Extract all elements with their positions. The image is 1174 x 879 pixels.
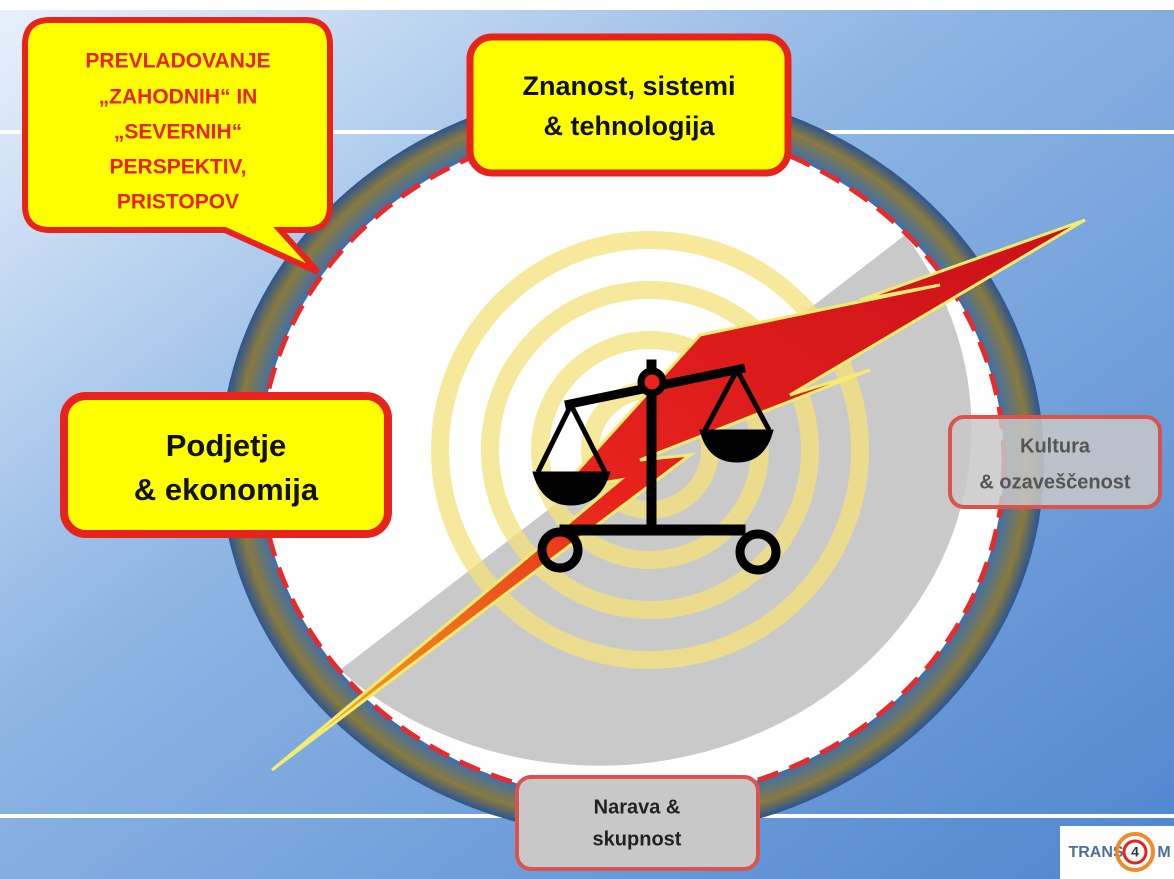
logo: TRANS 4 M <box>1060 826 1174 879</box>
top-band <box>0 0 1174 10</box>
box-line: Kultura <box>1020 435 1091 457</box>
box-line: Znanost, sistemi <box>522 71 735 101</box>
callout-line: „SEVERNIH“ <box>114 121 242 144</box>
box-line: Narava & <box>594 796 681 818</box>
box-line: Podjetje <box>166 428 287 463</box>
box-line: & ekonomija <box>134 472 319 507</box>
callout-line: „ZAHODNIH“ IN <box>99 86 258 109</box>
callout-line: PREVLADOVANJE <box>85 50 270 73</box>
logo-text: M <box>1157 844 1170 861</box>
box-line: skupnost <box>593 828 682 850</box>
box-business: Podjetje & ekonomija <box>64 396 388 534</box>
callout-line: PRISTOPOV <box>117 191 239 214</box>
slide: PREVLADOVANJE „ZAHODNIH“ IN „SEVERNIH“ P… <box>0 0 1174 879</box>
box-line: & ozaveščenost <box>979 471 1131 493</box>
box-nature: Narava & skupnost <box>517 777 758 869</box>
logo-number: 4 <box>1131 844 1139 860</box>
box-culture: Kultura & ozaveščenost <box>950 417 1160 507</box>
box-science: Znanost, sistemi & tehnologija <box>470 37 788 173</box>
callout-line: PERSPEKTIV, <box>110 156 247 179</box>
box-line: & tehnologija <box>544 111 716 141</box>
